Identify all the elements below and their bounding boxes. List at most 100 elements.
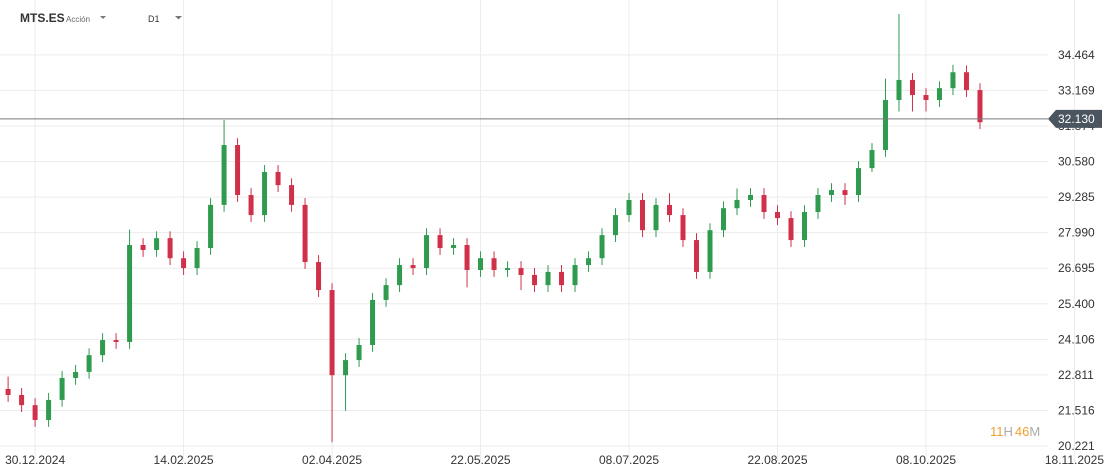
y-tick-label: 24.106 bbox=[1058, 332, 1095, 346]
candle-body bbox=[518, 268, 524, 275]
x-tick-label: 14.02.2025 bbox=[154, 453, 214, 467]
candle-body bbox=[451, 245, 457, 249]
candle-body bbox=[626, 199, 632, 216]
candle-body bbox=[667, 204, 673, 216]
candle-body bbox=[869, 149, 875, 169]
candle-body bbox=[356, 344, 362, 361]
dropdown-arrow[interactable] bbox=[175, 16, 182, 20]
candle-body bbox=[140, 245, 146, 250]
candle-body bbox=[208, 204, 214, 249]
grid bbox=[0, 0, 1075, 462]
candle-body bbox=[761, 195, 767, 213]
candle-body bbox=[59, 377, 65, 400]
candle-body bbox=[32, 405, 38, 420]
candle-body bbox=[586, 258, 592, 266]
candle-body bbox=[747, 195, 753, 200]
x-tick-label: 02.04.2025 bbox=[302, 453, 362, 467]
candle-body bbox=[855, 168, 861, 196]
candle-body bbox=[194, 248, 200, 269]
candle-body bbox=[437, 235, 443, 249]
candle-body bbox=[882, 99, 888, 150]
candle-body bbox=[599, 235, 605, 259]
candle-body bbox=[73, 371, 79, 378]
y-tick-label: 34.464 bbox=[1058, 48, 1095, 62]
candle-body bbox=[167, 238, 173, 259]
candle-body bbox=[801, 212, 807, 241]
candle-body bbox=[896, 79, 902, 100]
countdown-unit: H bbox=[1004, 424, 1013, 439]
candle-body bbox=[113, 340, 119, 342]
candle-body bbox=[909, 79, 915, 96]
candle-body bbox=[545, 271, 551, 286]
candle-body bbox=[977, 90, 983, 123]
candle-body bbox=[640, 199, 646, 231]
candle-body bbox=[963, 72, 969, 91]
candle-body bbox=[86, 355, 92, 372]
candle-body bbox=[397, 265, 403, 286]
y-tick-label: 22.811 bbox=[1058, 368, 1094, 382]
candle-body bbox=[221, 145, 227, 205]
candle-body bbox=[464, 245, 470, 271]
y-tick-label: 29.285 bbox=[1058, 190, 1095, 204]
candle-body bbox=[370, 299, 376, 345]
x-tick-label: 30.12.2024 bbox=[5, 453, 65, 467]
y-tick-label: 21.516 bbox=[1058, 403, 1095, 417]
candle-body bbox=[559, 271, 565, 286]
countdown-minutes: 46 bbox=[1015, 424, 1029, 439]
x-tick-label: 22.08.2025 bbox=[747, 453, 807, 467]
y-tick-label: 25.400 bbox=[1058, 297, 1095, 311]
x-tick-label: 18.11.2025 bbox=[1045, 453, 1104, 467]
candle-body bbox=[181, 258, 187, 269]
candle-body bbox=[302, 204, 308, 263]
candle-body bbox=[694, 240, 700, 272]
countdown: 11H 46M bbox=[990, 424, 1040, 439]
candle-body bbox=[383, 285, 389, 300]
candle-body bbox=[5, 388, 11, 395]
candle-body bbox=[734, 199, 740, 209]
candle-body bbox=[828, 190, 834, 196]
candle-body bbox=[46, 399, 52, 420]
candle-body bbox=[262, 171, 268, 216]
countdown-hours: 11 bbox=[990, 424, 1004, 439]
candle-body bbox=[505, 268, 511, 271]
candle-body bbox=[248, 195, 254, 216]
candle-body bbox=[936, 88, 942, 100]
candle-body bbox=[815, 195, 821, 213]
candle-body bbox=[491, 258, 497, 271]
candle-body bbox=[774, 212, 780, 219]
candle-body bbox=[19, 394, 25, 406]
axes: 34.46433.16931.87430.58029.28527.99026.6… bbox=[0, 48, 1104, 467]
last-price-tag bbox=[1048, 109, 1102, 128]
candle-body bbox=[950, 72, 956, 89]
y-tick-label: 30.580 bbox=[1058, 155, 1095, 169]
x-tick-label: 08.10.2025 bbox=[896, 453, 956, 467]
candle-body bbox=[154, 238, 160, 250]
x-tick-label: 22.05.2025 bbox=[451, 453, 511, 467]
candle-body bbox=[721, 208, 727, 231]
candle-body bbox=[653, 204, 659, 231]
candle-body bbox=[343, 360, 349, 376]
candles bbox=[5, 14, 983, 443]
dropdown-arrow[interactable] bbox=[100, 16, 106, 19]
symbol[interactable]: MTS.ES bbox=[20, 11, 65, 25]
candle-body bbox=[613, 215, 619, 236]
candle-body bbox=[842, 190, 848, 196]
candle-body bbox=[424, 235, 430, 269]
countdown-unit: M bbox=[1029, 424, 1040, 439]
timeframe[interactable]: D1 bbox=[148, 14, 160, 24]
candle-body bbox=[289, 185, 295, 205]
candle-body bbox=[329, 290, 335, 376]
y-tick-label: 33.169 bbox=[1058, 83, 1095, 97]
asset-type: Acción bbox=[66, 15, 90, 24]
candle-body bbox=[788, 218, 794, 241]
last-price-label: 32.130 bbox=[1058, 112, 1095, 126]
candle-body bbox=[923, 95, 929, 100]
candle-body bbox=[410, 265, 416, 269]
candle-body bbox=[235, 145, 241, 196]
y-tick-label: 27.990 bbox=[1058, 226, 1095, 240]
candle-body bbox=[680, 215, 686, 241]
candle-body bbox=[532, 274, 538, 286]
x-tick-label: 08.07.2025 bbox=[599, 453, 659, 467]
